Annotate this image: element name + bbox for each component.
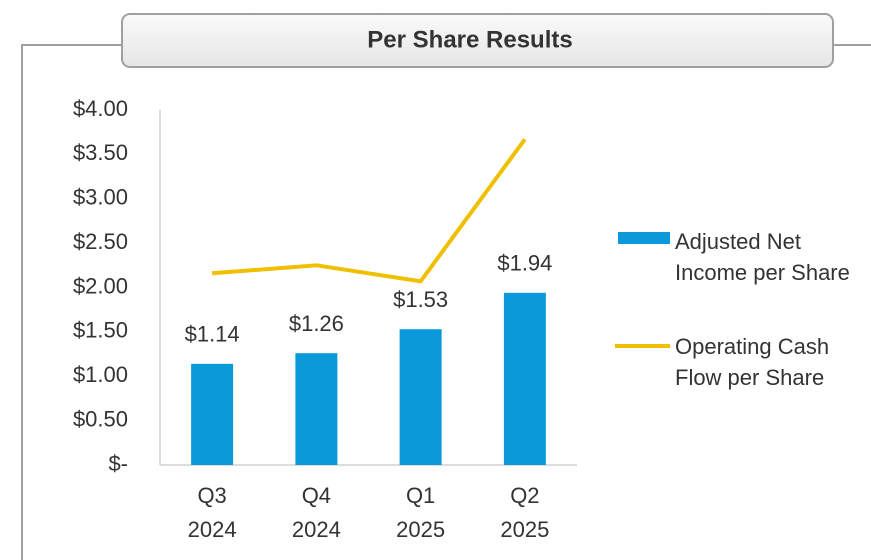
legend-swatch	[618, 232, 670, 244]
x-tick-label: Q3	[197, 483, 226, 508]
bar	[295, 353, 338, 465]
y-tick-label: $2.50	[73, 229, 128, 254]
x-tick-label: 2025	[396, 517, 445, 542]
title-box	[121, 13, 834, 68]
bar	[399, 329, 442, 465]
y-tick-label: $0.50	[73, 406, 128, 431]
y-tick-label: $1.50	[73, 318, 128, 343]
bar	[191, 363, 234, 465]
x-tick-label: Q2	[510, 483, 539, 508]
data-label: $1.94	[497, 251, 552, 276]
data-label: $1.26	[289, 311, 344, 336]
legend-label: Adjusted Net Income per Share	[675, 229, 850, 285]
y-tick-label: $-	[108, 451, 128, 476]
x-tick-label: 2024	[292, 517, 341, 542]
data-label: $1.53	[393, 287, 448, 312]
y-tick-label: $3.50	[73, 140, 128, 165]
y-tick-label: $4.00	[73, 96, 128, 121]
frame	[21, 44, 871, 560]
line	[211, 138, 527, 284]
x-tick-label: 2025	[500, 517, 549, 542]
x-tick-label: Q1	[406, 483, 435, 508]
x-tick-label: 2024	[188, 517, 237, 542]
bar	[503, 292, 546, 465]
y-tick-label: $2.00	[73, 273, 128, 298]
chart-title: Per Share Results	[367, 26, 572, 53]
x-tick-label: Q4	[302, 483, 331, 508]
y-tick-label: $3.00	[73, 185, 128, 210]
data-label: $1.14	[185, 322, 240, 347]
legend-label: Operating Cash Flow per Share	[675, 334, 830, 390]
y-tick-label: $1.00	[73, 362, 128, 387]
